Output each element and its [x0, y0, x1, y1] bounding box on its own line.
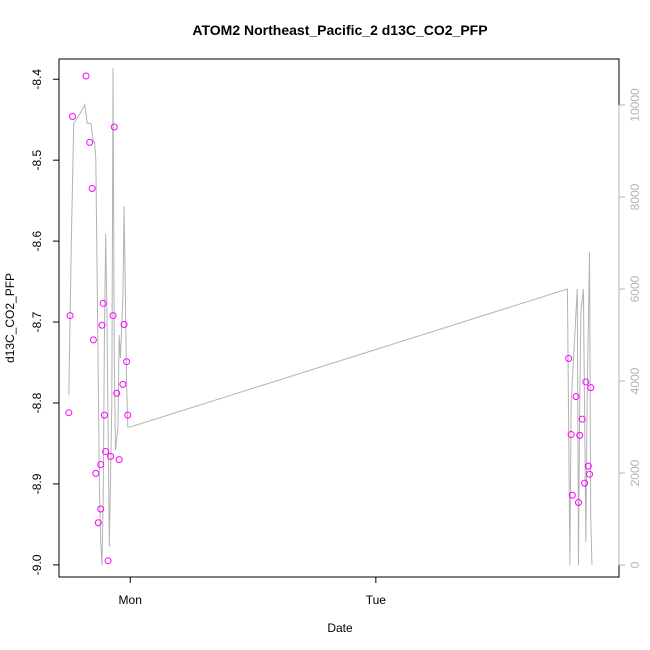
data-point	[572, 393, 580, 401]
data-point	[102, 448, 110, 456]
data-point	[565, 354, 573, 362]
data-point	[120, 320, 128, 328]
y-tick-label: -8.8	[30, 392, 44, 413]
y-tick-label: -8.7	[30, 311, 44, 332]
data-point	[123, 358, 131, 366]
x-tick-label: Mon	[119, 593, 142, 607]
data-point	[568, 491, 576, 499]
y-tick-label: -9.0	[30, 554, 44, 575]
data-point	[124, 411, 132, 419]
data-point	[110, 123, 118, 131]
data-point	[82, 72, 90, 80]
data-point	[100, 411, 108, 419]
y2-tick-label: 4000	[628, 367, 642, 394]
data-point	[586, 470, 594, 478]
chart-title: ATOM2 Northeast_Pacific_2 d13C_CO2_PFP	[192, 22, 487, 38]
y2-tick-label: 8000	[628, 183, 642, 210]
y-axis-label: d13C_CO2_PFP	[3, 273, 17, 363]
x-axis: Mon Tue	[119, 576, 387, 607]
data-point	[574, 499, 582, 507]
data-point	[582, 378, 590, 386]
y2-tick-label: 0	[628, 561, 642, 568]
data-point	[115, 456, 123, 464]
data-point	[65, 409, 73, 417]
data-point	[97, 505, 105, 513]
y-tick-label: -8.4	[30, 69, 44, 90]
y-axis: -9.0 -8.9 -8.8 -8.7 -8.6 -8.5 -8.4	[30, 69, 60, 575]
data-point	[576, 431, 584, 439]
data-point	[92, 469, 100, 477]
data-point	[109, 312, 117, 320]
data-point	[567, 431, 575, 439]
data-point	[88, 185, 96, 192]
data-point	[86, 138, 94, 146]
data-point	[113, 389, 121, 397]
data-point	[584, 462, 592, 470]
series-points	[65, 72, 595, 565]
data-point	[69, 112, 77, 120]
y2-tick-label: 6000	[628, 275, 642, 302]
y2-axis: 0 2000 4000 6000 8000 10000	[618, 88, 642, 568]
series-line	[68, 68, 593, 566]
data-point	[587, 384, 595, 392]
x-axis-label: Date	[327, 621, 353, 635]
data-point	[94, 519, 102, 527]
y2-tick-label: 2000	[628, 459, 642, 486]
data-point	[581, 479, 589, 487]
data-point	[119, 380, 127, 388]
y-tick-label: -8.5	[30, 150, 44, 171]
data-point	[99, 299, 107, 307]
data-point	[66, 312, 74, 320]
data-point	[89, 336, 97, 344]
y-tick-label: -8.9	[30, 473, 44, 494]
data-point	[107, 452, 115, 460]
y-tick-label: -8.6	[30, 230, 44, 251]
data-point	[104, 557, 112, 565]
plot-frame	[58, 58, 620, 578]
data-point	[98, 321, 106, 329]
data-point	[97, 461, 105, 468]
series-lines	[68, 68, 593, 566]
y2-tick-label: 10000	[628, 88, 642, 122]
x-tick-label: Tue	[366, 593, 387, 607]
data-point	[578, 415, 586, 423]
